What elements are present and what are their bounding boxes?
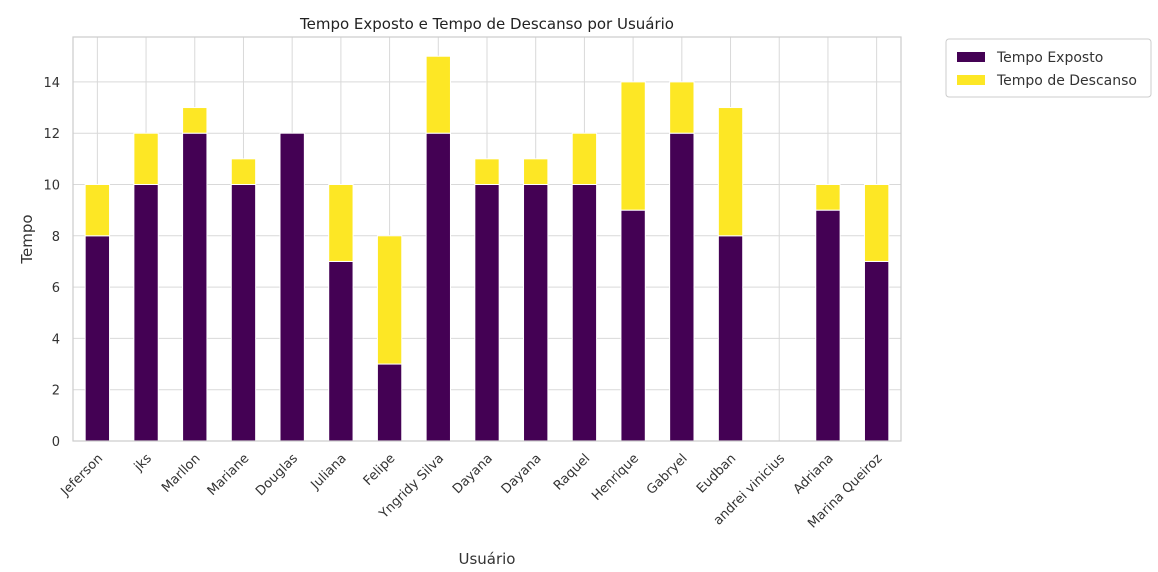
x-tick-label: Felipe — [361, 451, 399, 489]
x-tick-label: Henrique — [589, 451, 642, 504]
y-tick-label: 10 — [43, 178, 60, 193]
plot-frame — [72, 36, 902, 442]
y-tick-label: 6 — [52, 281, 60, 296]
x-axis-ticks: Jeferson jks Marllon Mariane Douglas Juliana F… — [58, 451, 886, 531]
bar-tempo-de-descanso-jks — [133, 132, 159, 185]
bar-tempo-exposto-henrique — [620, 209, 646, 442]
bar-tempo-exposto-raquel — [571, 183, 598, 442]
bar-tempo-de-descanso-henrique — [620, 81, 646, 211]
bar-tempo-de-descanso-raquel — [571, 132, 598, 185]
chart-title: Tempo Exposto e Tempo de Descanso por Us… — [299, 15, 674, 33]
x-tick-label: Raquel — [551, 451, 593, 493]
y-axis-title: Tempo — [18, 214, 36, 264]
bar-tempo-exposto-eudban — [717, 235, 744, 442]
bar-tempo-exposto-mariane — [230, 183, 257, 442]
bar-tempo-de-descanso-mariane — [230, 158, 257, 185]
bar-tempo-de-descanso-eudban — [717, 107, 744, 237]
x-tick-label: Gabryel — [644, 451, 691, 498]
y-tick-label: 14 — [43, 76, 60, 91]
bar-tempo-de-descanso-jeferson — [84, 183, 111, 237]
x-tick-label: Juliana — [308, 451, 350, 493]
x-tick-label: Mariane — [205, 451, 253, 499]
legend-label-tempo-de-descanso: Tempo de Descanso — [996, 73, 1137, 89]
bar-tempo-de-descanso-yngridy-silva — [425, 55, 451, 134]
y-tick-label: 4 — [52, 332, 60, 347]
bar-tempo-exposto-jks — [133, 183, 159, 442]
y-tick-label: 0 — [52, 435, 60, 450]
bar-tempo-exposto-adriana — [815, 209, 841, 442]
x-axis-title: Usuário — [458, 550, 515, 568]
bar-tempo-exposto-marllon — [182, 132, 208, 442]
bar-tempo-exposto-gabryel — [669, 132, 695, 442]
legend-label-tempo-exposto: Tempo Exposto — [996, 50, 1103, 66]
bar-tempo-de-descanso-dayana — [523, 158, 549, 185]
bar-tempo-de-descanso-felipe — [376, 235, 403, 365]
x-tick-label: Adriana — [791, 451, 837, 497]
bar-tempo-exposto-felipe — [376, 363, 403, 442]
y-tick-label: 2 — [52, 384, 60, 399]
bar-tempo-exposto-dayana — [523, 183, 549, 442]
legend-swatch-tempo-de-descanso — [957, 75, 985, 85]
bar-tempo-de-descanso-juliana — [328, 183, 354, 262]
bar-tempo-exposto-dayana — [474, 183, 500, 442]
legend-box — [945, 38, 1152, 98]
bar-tempo-de-descanso-dayana — [474, 158, 500, 185]
y-axis-ticks: 0 2 4 6 8 10 12 14 — [43, 76, 60, 450]
bar-tempo-exposto-marina-queiroz — [863, 260, 890, 442]
bar-tempo-de-descanso-adriana — [815, 183, 841, 211]
bar-tempo-exposto-juliana — [328, 260, 354, 442]
bar-tempo-de-descanso-gabryel — [669, 81, 695, 134]
bars — [84, 55, 890, 442]
legend: Tempo Exposto Tempo de Descanso — [945, 38, 1152, 98]
x-tick-label: jks — [131, 451, 155, 475]
bar-tempo-de-descanso-marina-queiroz — [863, 183, 890, 262]
bar-tempo-exposto-douglas — [279, 132, 305, 442]
x-tick-label: Dayana — [499, 451, 545, 497]
bar-tempo-exposto-yngridy-silva — [425, 132, 451, 442]
y-tick-label: 8 — [52, 230, 60, 245]
x-tick-label: Douglas — [253, 451, 301, 499]
x-tick-label: Eudban — [694, 451, 739, 496]
y-tick-label: 12 — [43, 127, 60, 142]
x-tick-label: Jeferson — [58, 451, 107, 500]
x-tick-label: Marllon — [159, 451, 204, 496]
legend-swatch-tempo-exposto — [957, 52, 985, 62]
x-tick-label: Dayana — [450, 451, 496, 497]
bar-tempo-de-descanso-marllon — [182, 107, 208, 134]
bar-tempo-exposto-jeferson — [84, 235, 111, 442]
